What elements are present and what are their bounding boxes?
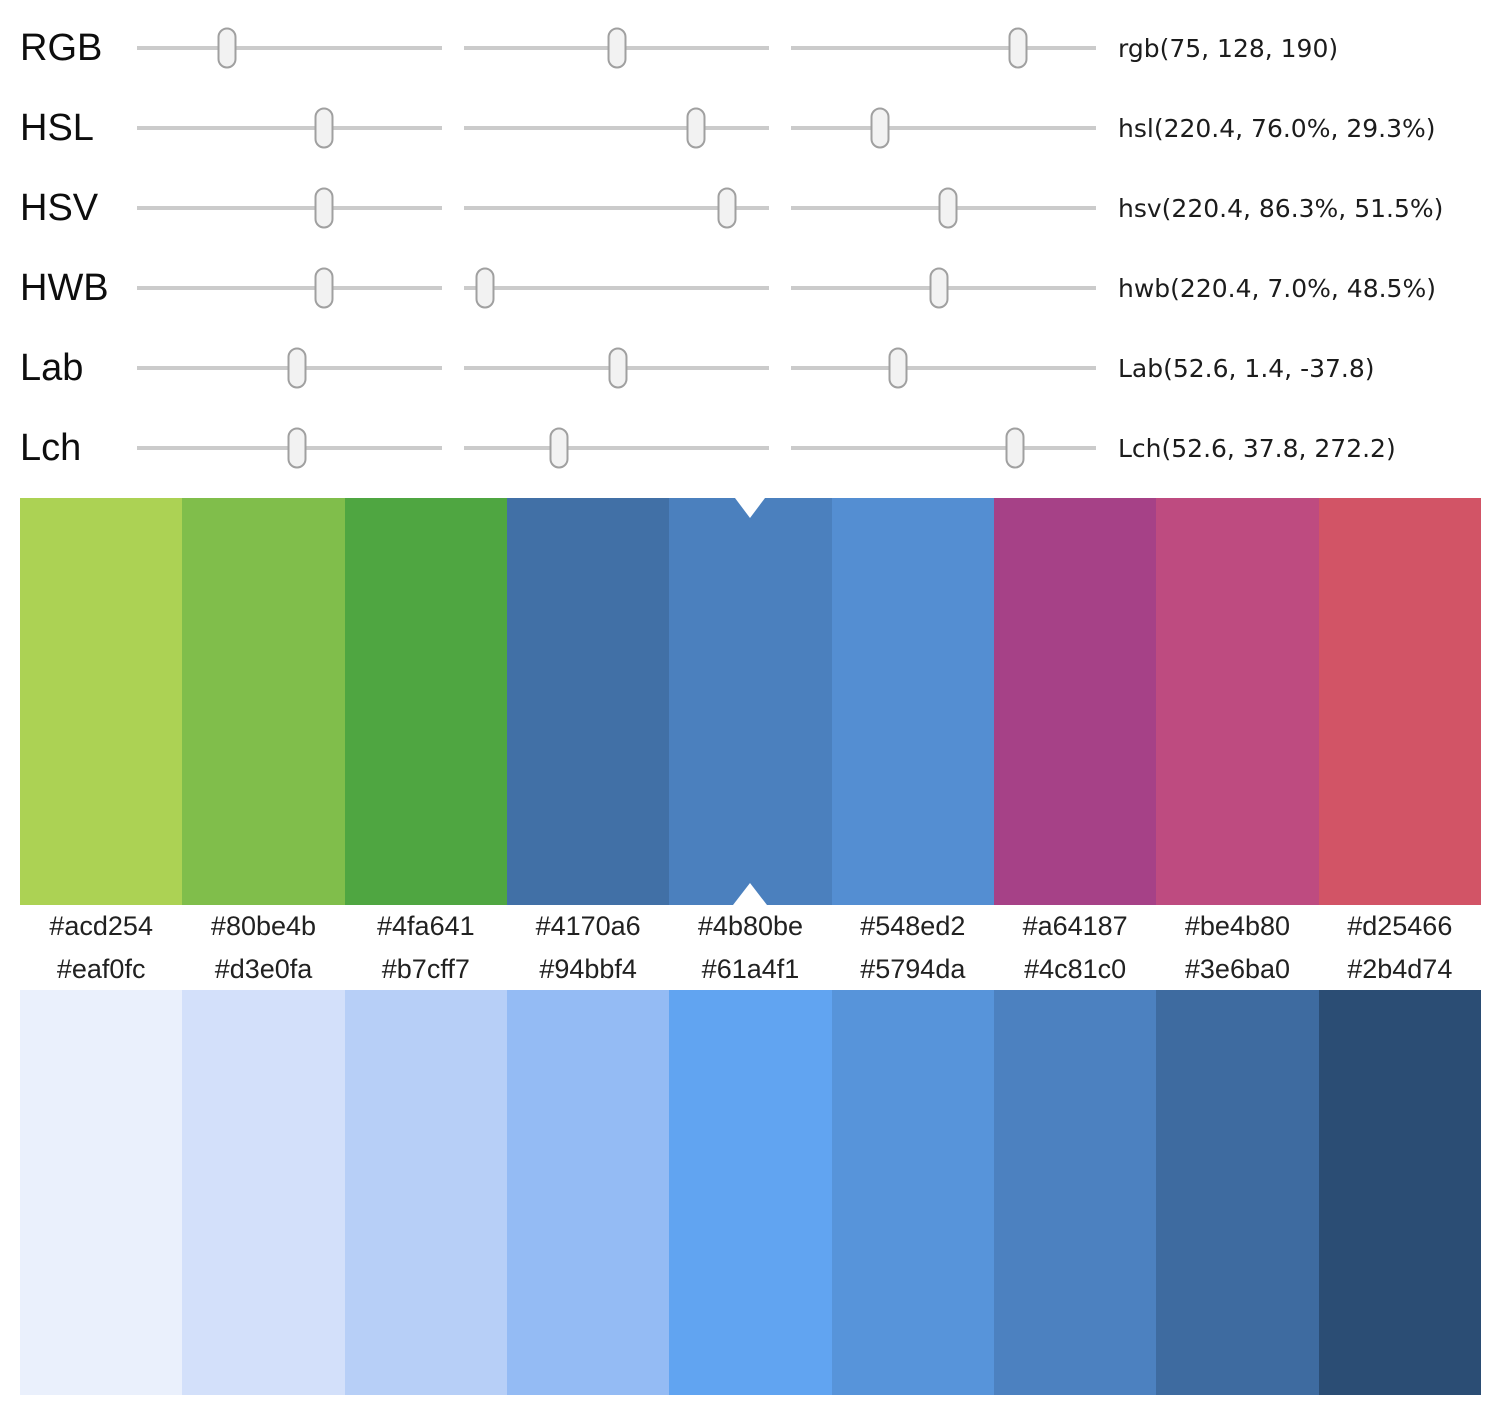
hex-code-label: #4fa641 bbox=[377, 911, 475, 941]
palette-swatch[interactable] bbox=[831, 498, 994, 905]
slider-row-rgb: RGB rgb(75, 128, 190) bbox=[0, 8, 1501, 88]
lab-b-slider-handle[interactable] bbox=[888, 347, 908, 389]
palette-swatch[interactable] bbox=[993, 990, 1157, 1395]
hex-code-label: #4170a6 bbox=[535, 911, 641, 941]
lch-l-slider-handle[interactable] bbox=[287, 427, 307, 469]
lightness-palette bbox=[20, 990, 1481, 1395]
hex-code-label: #61a4f1 bbox=[701, 953, 800, 984]
rgb-green-slider-handle[interactable] bbox=[607, 27, 627, 69]
hsl-saturation-slider-track[interactable] bbox=[464, 107, 769, 149]
palette-swatch[interactable] bbox=[1156, 498, 1319, 905]
hwb-blackness-slider-track[interactable] bbox=[791, 267, 1096, 309]
palette-swatch-selected[interactable] bbox=[669, 498, 832, 905]
lch-value-text: Lch(52.6, 37.8, 272.2) bbox=[1118, 433, 1396, 463]
lab-a-slider-handle[interactable] bbox=[608, 347, 628, 389]
lab-a-slider-track[interactable] bbox=[464, 347, 769, 389]
hex-code-label: #d3e0fa bbox=[214, 953, 313, 984]
hwb-blackness-slider-handle[interactable] bbox=[929, 267, 949, 309]
palette-swatch[interactable] bbox=[182, 990, 345, 1395]
slider-row-lch: Lch Lch(52.6, 37.8, 272.2) bbox=[0, 408, 1501, 488]
hex-code-label: #d25466 bbox=[1347, 911, 1453, 941]
hsv-hue-slider-handle[interactable] bbox=[314, 187, 334, 229]
hex-code-label: #acd254 bbox=[49, 911, 153, 941]
hex-code-label: #4b80be bbox=[697, 911, 804, 941]
hex-code-label: #80be4b bbox=[210, 911, 317, 941]
hwb-value-text: hwb(220.4, 7.0%, 48.5%) bbox=[1118, 273, 1436, 303]
hsl-lightness-slider-handle[interactable] bbox=[870, 107, 890, 149]
hsv-value-slider-handle[interactable] bbox=[938, 187, 958, 229]
hex-code-label: #3e6ba0 bbox=[1184, 953, 1291, 984]
slider-row-hwb: HWB hwb(220.4, 7.0%, 48.5%) bbox=[0, 248, 1501, 328]
hue-palette bbox=[20, 498, 1481, 905]
slider-row-label: HSV bbox=[20, 187, 99, 229]
hsv-saturation-slider-handle[interactable] bbox=[717, 187, 737, 229]
rgb-green-slider-track[interactable] bbox=[464, 27, 769, 69]
lab-l-slider-handle[interactable] bbox=[287, 347, 307, 389]
slider-row-label: Lch bbox=[20, 427, 82, 469]
hsl-hue-slider-handle[interactable] bbox=[314, 107, 334, 149]
slider-row-label: HWB bbox=[20, 267, 109, 309]
rgb-blue-slider-track[interactable] bbox=[791, 27, 1096, 69]
palette-swatch[interactable] bbox=[20, 498, 183, 905]
hwb-hue-slider-handle[interactable] bbox=[314, 267, 334, 309]
hex-code-label: #be4b80 bbox=[1184, 911, 1291, 941]
palette-swatch[interactable] bbox=[993, 498, 1157, 905]
hwb-hue-slider-track[interactable] bbox=[137, 267, 442, 309]
selection-marker-bottom bbox=[733, 883, 768, 905]
lch-h-slider-track[interactable] bbox=[791, 427, 1096, 469]
hsv-saturation-slider-track[interactable] bbox=[464, 187, 769, 229]
palette-swatch[interactable] bbox=[182, 498, 345, 905]
palette-swatch[interactable] bbox=[344, 990, 507, 1395]
hex-code-label: #548ed2 bbox=[860, 911, 966, 941]
hex-code-label: #2b4d74 bbox=[1347, 953, 1453, 984]
slider-row-hsv: HSV hsv(220.4, 86.3%, 51.5%) bbox=[0, 168, 1501, 248]
hsv-value-slider-track[interactable] bbox=[791, 187, 1096, 229]
slider-row-lab: Lab Lab(52.6, 1.4, -37.8) bbox=[0, 328, 1501, 408]
lch-c-slider-handle[interactable] bbox=[549, 427, 569, 469]
palette-swatch[interactable] bbox=[1318, 498, 1481, 905]
rgb-blue-slider-handle[interactable] bbox=[1008, 27, 1028, 69]
hex-code-label: #a64187 bbox=[1022, 911, 1128, 941]
palette-swatch[interactable] bbox=[506, 498, 670, 905]
hsv-hue-slider-track[interactable] bbox=[137, 187, 442, 229]
selection-marker-top bbox=[735, 498, 766, 518]
hsl-saturation-slider-handle[interactable] bbox=[686, 107, 706, 149]
hsl-lightness-slider-track[interactable] bbox=[791, 107, 1096, 149]
hue-palette-hex-labels: #acd254 #80be4b #4fa641 #4170a6 #4b80be … bbox=[20, 905, 1481, 948]
slider-row-hsl: HSL hsl(220.4, 76.0%, 29.3%) bbox=[0, 88, 1501, 168]
lab-l-slider-track[interactable] bbox=[137, 347, 442, 389]
rgb-value-text: rgb(75, 128, 190) bbox=[1118, 33, 1339, 63]
lch-h-slider-handle[interactable] bbox=[1005, 427, 1025, 469]
palette-swatch[interactable] bbox=[831, 990, 994, 1395]
hex-code-label: #eaf0fc bbox=[56, 953, 146, 984]
hex-code-label: #4c81c0 bbox=[1024, 953, 1127, 984]
palette-swatch[interactable] bbox=[20, 990, 183, 1395]
hwb-whiteness-slider-handle[interactable] bbox=[475, 267, 495, 309]
hex-code-label: #b7cff7 bbox=[381, 953, 470, 984]
hex-code-label: #94bbf4 bbox=[539, 953, 637, 984]
palette-swatch[interactable] bbox=[344, 498, 507, 905]
lab-b-slider-track[interactable] bbox=[791, 347, 1096, 389]
rgb-red-slider-track[interactable] bbox=[137, 27, 442, 69]
lightness-palette-hex-labels: #eaf0fc #d3e0fa #b7cff7 #94bbf4 #61a4f1 … bbox=[20, 948, 1481, 990]
hex-code-label: #5794da bbox=[860, 953, 966, 984]
hsv-value-text: hsv(220.4, 86.3%, 51.5%) bbox=[1118, 193, 1444, 223]
color-sliders-panel: RGB rgb(75, 128, 190) HSL hsl(220.4, 76.… bbox=[0, 0, 1501, 488]
hsl-value-text: hsl(220.4, 76.0%, 29.3%) bbox=[1118, 113, 1436, 143]
slider-row-label: RGB bbox=[20, 27, 103, 69]
hwb-whiteness-slider-track[interactable] bbox=[464, 267, 769, 309]
palette-swatch[interactable] bbox=[1156, 990, 1319, 1395]
lch-c-slider-track[interactable] bbox=[464, 427, 769, 469]
slider-row-label: Lab bbox=[20, 347, 84, 389]
slider-row-label: HSL bbox=[20, 107, 94, 149]
lab-value-text: Lab(52.6, 1.4, -37.8) bbox=[1118, 353, 1375, 383]
palette-swatch[interactable] bbox=[506, 990, 670, 1395]
hsl-hue-slider-track[interactable] bbox=[137, 107, 442, 149]
lch-l-slider-track[interactable] bbox=[137, 427, 442, 469]
palette-swatch[interactable] bbox=[669, 990, 832, 1395]
rgb-red-slider-handle[interactable] bbox=[217, 27, 237, 69]
palette-swatch[interactable] bbox=[1318, 990, 1481, 1395]
